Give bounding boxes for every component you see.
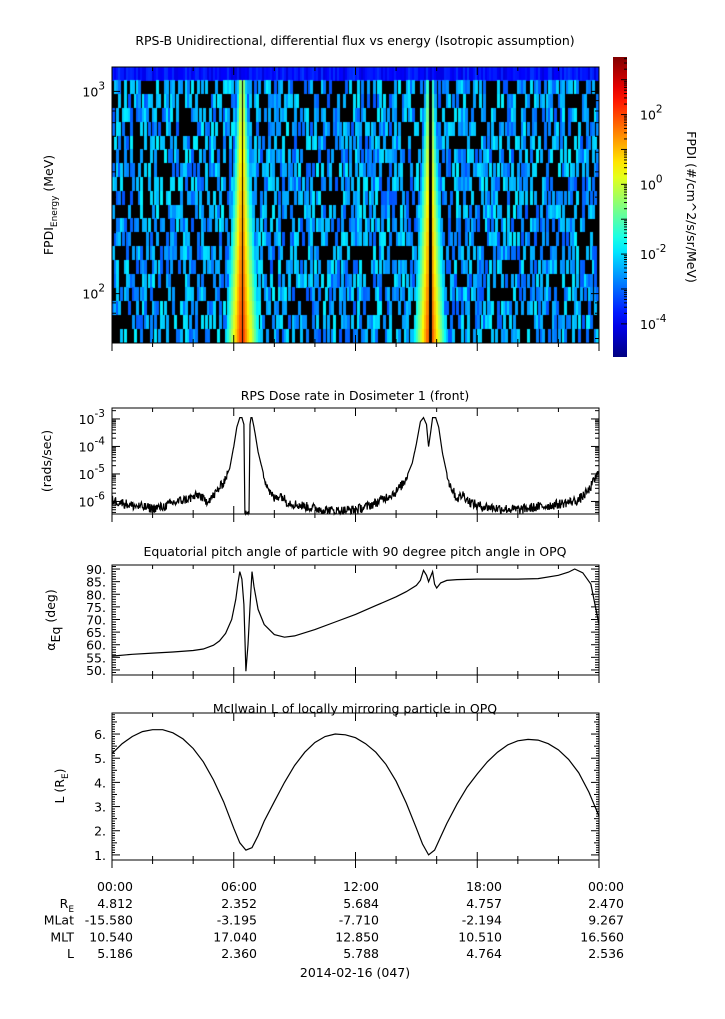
panel3-frame: [111, 564, 600, 676]
ephemeris-value: 9.267: [588, 913, 624, 928]
panel3-y-tick-label: 60.: [86, 638, 106, 653]
date-label: 2014-02-16 (047): [300, 965, 410, 980]
ephemeris-row-label: RE: [60, 896, 75, 915]
ephemeris-value: -7.710: [339, 913, 379, 928]
panel2-ylabel: (rads/sec): [39, 430, 54, 492]
ephemeris-value: 5.684: [343, 896, 379, 911]
flux-spectrogram: [112, 67, 599, 343]
colorbar-label: FPDI (#/cm^2/s/sr/MeV): [684, 131, 699, 283]
panel2-y-tick-label: 10-3: [79, 408, 105, 427]
panel4-title: McIlwain L of locally mirroring particle…: [213, 701, 497, 716]
panel1-y-tick-label: 102: [82, 283, 105, 302]
panel4-y-tick-label: 6.: [94, 727, 106, 742]
colorbar: [613, 57, 627, 357]
ephemeris-value: 5.788: [343, 946, 379, 961]
ephemeris-row-label: MLat: [44, 913, 74, 928]
panel3-y-tick-label: 90.: [86, 562, 106, 577]
panel3-y-tick-label: 80.: [86, 587, 106, 602]
panel3-series-line: [111, 568, 600, 672]
ephemeris-value: 12.850: [335, 929, 379, 944]
colorbar-tick-label: 10-4: [640, 313, 667, 332]
panel1-frame: [111, 66, 600, 344]
panel2-y-tick-label: 10-6: [79, 490, 106, 509]
ephemeris-value: 17.040: [213, 929, 257, 944]
panel4-series-line: [111, 729, 600, 856]
panel1-y-tick-label: 103: [82, 80, 105, 99]
panel4-y-tick-label: 3.: [94, 800, 106, 815]
panel4-y-tick-label: 2.: [94, 824, 106, 839]
panel4-y-tick-label: 5.: [94, 751, 106, 766]
ephemeris-value: 4.757: [466, 896, 502, 911]
panel3-ylabel: αEq (deg): [43, 589, 63, 650]
panel3-y-tick-label: 85.: [86, 575, 106, 590]
panel4-ylabel: L (RE): [52, 768, 71, 803]
ephemeris-value: -15.580: [85, 913, 133, 928]
panel4-frame: [111, 712, 600, 861]
panel4-y-tick-label: 1.: [94, 848, 106, 863]
ephemeris-value: -3.195: [217, 913, 257, 928]
panel3-y-tick-label: 50.: [86, 663, 106, 678]
ephemeris-value: 2.470: [588, 896, 624, 911]
ephemeris-value: -2.194: [462, 913, 502, 928]
panel3-y-tick-label: 75.: [86, 600, 106, 615]
ephemeris-value: 16.560: [580, 929, 624, 944]
ephemeris-value: 4.812: [97, 896, 133, 911]
panel3-title: Equatorial pitch angle of particle with …: [143, 544, 566, 559]
x-tick-label: 06:00: [221, 879, 257, 894]
panel1-ylabel: FPDIEnergy (MeV): [41, 155, 60, 255]
x-tick-label: 00:00: [588, 879, 624, 894]
x-tick-label: 00:00: [97, 879, 133, 894]
colorbar-tick-label: 102: [640, 104, 663, 123]
panel2-series-line: [111, 416, 600, 516]
panel2-y-tick-label: 10-4: [79, 435, 106, 454]
ephemeris-row-label: MLT: [50, 929, 74, 944]
colorbar-tick-label: 100: [640, 173, 663, 192]
ephemeris-value: 2.536: [588, 946, 624, 961]
panel1-title: RPS-B Unidirectional, differential flux …: [135, 33, 574, 48]
ephemeris-value: 4.764: [466, 946, 502, 961]
ephemeris-value: 2.352: [221, 896, 257, 911]
panel2-title: RPS Dose rate in Dosimeter 1 (front): [241, 388, 470, 403]
ephemeris-value: 2.360: [221, 946, 257, 961]
ephemeris-row-label: L: [67, 946, 74, 961]
x-tick-label: 18:00: [466, 879, 502, 894]
panel4-y-tick-label: 4.: [94, 775, 106, 790]
panel3-y-tick-label: 55.: [86, 650, 106, 665]
panel3-y-tick-label: 70.: [86, 612, 106, 627]
ephemeris-value: 10.510: [458, 929, 502, 944]
colorbar-tick-label: 10-2: [640, 243, 666, 262]
ephemeris-value: 5.186: [97, 946, 133, 961]
panel2-y-tick-label: 10-5: [79, 463, 105, 482]
ephemeris-value: 10.540: [89, 929, 133, 944]
x-tick-label: 12:00: [343, 879, 379, 894]
panel3-y-tick-label: 65.: [86, 625, 106, 640]
